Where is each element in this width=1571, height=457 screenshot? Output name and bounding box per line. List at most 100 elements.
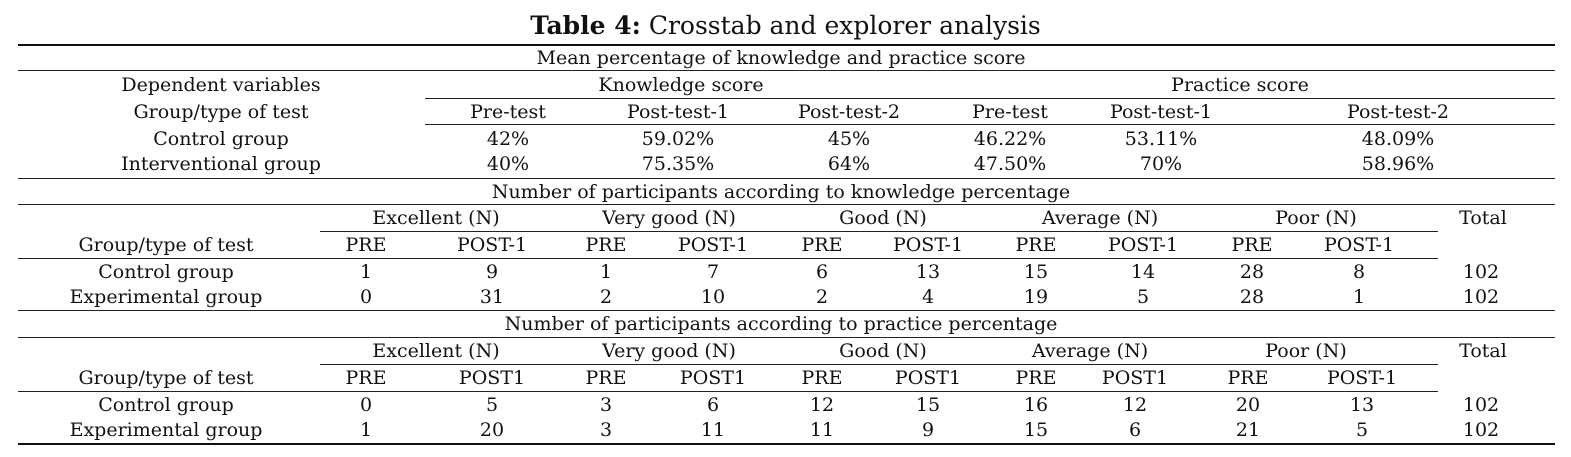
section2-subheader-rule <box>18 258 1438 259</box>
section3-category-rule <box>320 364 1438 365</box>
row-label-experimental-group: Experimental group <box>69 286 263 308</box>
table-caption: Table 4: Crosstab and explorer analysis <box>0 10 1571 42</box>
subheader-cell: PRE <box>345 367 387 389</box>
subheader-cell: POST1 <box>1101 367 1169 389</box>
subheader-cell: PRE <box>585 367 627 389</box>
section1-end-rule <box>18 178 1555 179</box>
row-label-interventional-group: Interventional group <box>121 153 321 175</box>
table-cell: 8 <box>1352 261 1366 283</box>
category-header-excellent: Excellent (N) <box>372 340 500 362</box>
table-cell: 20 <box>479 419 505 441</box>
table-cell: 6 <box>706 394 720 416</box>
practice-score-header: Practice score <box>1171 74 1309 96</box>
category-header-poor: Poor (N) <box>1265 340 1347 362</box>
row-label-control-group: Control group <box>153 128 289 150</box>
table-cell: 20 <box>1235 394 1261 416</box>
section3-subheader-rule <box>18 391 1438 392</box>
table-cell: 1 <box>1352 286 1366 308</box>
table-cell: 64% <box>827 153 871 175</box>
table-cell: 48.09% <box>1361 128 1435 150</box>
total-header: Total <box>1459 207 1507 229</box>
table-cell: 3 <box>599 394 613 416</box>
table-cell: 40% <box>486 153 530 175</box>
category-header-good: Good (N) <box>839 340 927 362</box>
category-header-average: Average (N) <box>1041 207 1159 229</box>
table-cell: 15 <box>1023 419 1049 441</box>
table-cell: 47.50% <box>973 153 1047 175</box>
subheader-cell: POST-1 <box>1326 367 1398 389</box>
subheader-cell: PRE <box>1227 367 1269 389</box>
section2-title-rule <box>18 204 1555 205</box>
table-cell: 58.96% <box>1361 153 1435 175</box>
test-type-header: Pre-test <box>972 101 1048 123</box>
subheader-cell: PRE <box>1015 367 1057 389</box>
section2-end-rule <box>18 310 1555 311</box>
subheader-cell: PRE <box>585 234 627 256</box>
subheader-cell: PRE <box>1015 234 1057 256</box>
table-cell: 3 <box>599 419 613 441</box>
subheader-cell: POST1 <box>894 367 962 389</box>
table-cell: 11 <box>809 419 835 441</box>
section1-title: Mean percentage of knowledge and practic… <box>536 47 1026 69</box>
category-header-very-good: Very good (N) <box>602 340 736 362</box>
table-cell: 21 <box>1235 419 1261 441</box>
section1-header-rule <box>425 98 1555 99</box>
table-cell: 70% <box>1139 153 1183 175</box>
row-header-group-type: Group/type of test <box>78 234 254 256</box>
row-header-group-type: Group/type of test <box>78 367 254 389</box>
table-cell: 6 <box>1128 419 1142 441</box>
table-cell: 4 <box>921 286 935 308</box>
subheader-cell: POST-1 <box>1323 234 1395 256</box>
row-header-group-type: Group/type of test <box>133 101 309 123</box>
subheader-cell: PRE <box>801 367 843 389</box>
caption-label: Table 4: <box>530 11 641 40</box>
table-cell: 15 <box>915 394 941 416</box>
dependent-variables-header: Dependent variables <box>121 74 321 96</box>
table-cell: 14 <box>1130 261 1156 283</box>
table-cell: 1 <box>359 261 373 283</box>
table-cell: 9 <box>485 261 499 283</box>
table-cell: 1 <box>599 261 613 283</box>
row-label-control-group: Control group <box>98 394 234 416</box>
table-cell: 19 <box>1023 286 1049 308</box>
table-cell: 5 <box>1136 286 1150 308</box>
table-cell: 12 <box>1122 394 1148 416</box>
row-label-control-group: Control group <box>98 261 234 283</box>
test-type-header: Post-test-1 <box>1109 101 1213 123</box>
total-cell: 102 <box>1462 419 1500 441</box>
section3-title-rule <box>18 337 1555 338</box>
caption-title: Crosstab and explorer analysis <box>648 11 1041 40</box>
table-cell: 5 <box>1355 419 1369 441</box>
category-header-excellent: Excellent (N) <box>372 207 500 229</box>
table-top-rule <box>18 44 1555 46</box>
subheader-cell: PRE <box>345 234 387 256</box>
table-cell: 12 <box>809 394 835 416</box>
test-type-header: Pre-test <box>470 101 546 123</box>
table-cell: 5 <box>485 394 499 416</box>
table-cell: 13 <box>915 261 941 283</box>
subheader-cell: POST-1 <box>892 234 964 256</box>
table-cell: 46.22% <box>973 128 1047 150</box>
test-type-header: Post-test-1 <box>626 101 730 123</box>
table-cell: 75.35% <box>641 153 715 175</box>
category-header-average: Average (N) <box>1031 340 1149 362</box>
row-label-experimental-group: Experimental group <box>69 419 263 441</box>
section3-title: Number of participants according to prac… <box>504 313 1058 335</box>
table-cell: 53.11% <box>1124 128 1198 150</box>
table-cell: 13 <box>1349 394 1375 416</box>
table-cell: 28 <box>1239 261 1265 283</box>
subheader-cell: POST1 <box>458 367 526 389</box>
category-header-good: Good (N) <box>839 207 927 229</box>
subheader-cell: PRE <box>1231 234 1273 256</box>
table-cell: 10 <box>700 286 726 308</box>
table-bottom-rule <box>18 443 1555 445</box>
table-cell: 15 <box>1023 261 1049 283</box>
table-cell: 2 <box>599 286 613 308</box>
table-cell: 2 <box>815 286 829 308</box>
test-type-header: Post-test-2 <box>1346 101 1450 123</box>
table-cell: 28 <box>1239 286 1265 308</box>
table-cell: 11 <box>700 419 726 441</box>
section1-subheader-rule <box>425 124 1555 125</box>
subheader-cell: POST1 <box>679 367 747 389</box>
table-cell: 16 <box>1023 394 1049 416</box>
